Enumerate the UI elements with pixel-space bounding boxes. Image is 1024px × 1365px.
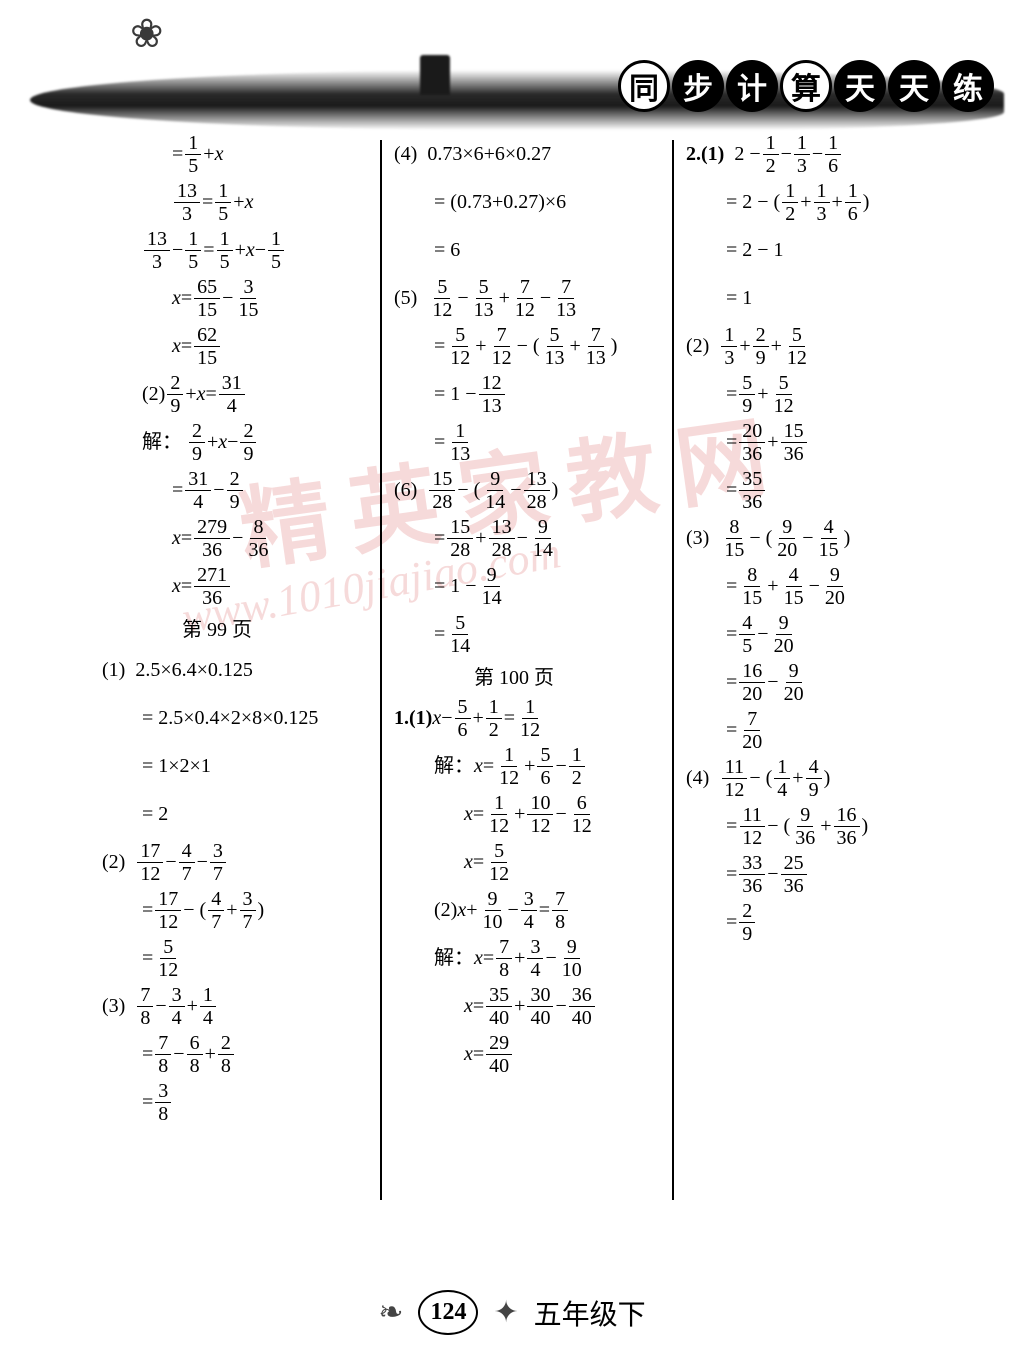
math-line: x = 512	[394, 838, 660, 886]
math-line: = 2 − 1	[686, 226, 952, 274]
math-line: x = 6215	[102, 322, 368, 370]
math-line: = 1 − 1213	[394, 370, 660, 418]
math-line: 1.(1)x − 56 + 12 = 112	[394, 694, 660, 742]
math-line: = 1112 − ( 936 + 1636 )	[686, 802, 952, 850]
math-line: = 512 + 712 − ( 513 + 713 )	[394, 322, 660, 370]
math-line: x = 3540 + 3040 − 3640	[394, 982, 660, 1030]
badge-1: 同	[618, 60, 670, 112]
math-content: = 15 + x 133 = 15 + x 133 − 15 = 15 + x …	[0, 130, 1024, 1230]
math-line: = 78 − 68 + 28	[102, 1030, 368, 1078]
math-line: = 3536	[686, 466, 952, 514]
math-line: = 15 + x	[102, 130, 368, 178]
math-line: = 2036 + 1536	[686, 418, 952, 466]
page-ref-99: 第 99 页	[102, 610, 368, 646]
math-line: (6) 1528 − ( 914 − 1328 )	[394, 466, 660, 514]
badge-6: 天	[888, 60, 940, 112]
title-badges: 同 步 计 算 天 天 练	[618, 60, 994, 112]
badge-7: 练	[942, 60, 994, 112]
math-line: (3) 815 − ( 920 − 415 )	[686, 514, 952, 562]
math-line: x = 6515 − 315	[102, 274, 368, 322]
math-line: (2) 1712 − 47 − 37	[102, 838, 368, 886]
math-line: (2)29 + x = 314	[102, 370, 368, 418]
math-line: = 314 − 29	[102, 466, 368, 514]
math-line: = 38	[102, 1078, 368, 1126]
math-line: 133 = 15 + x	[102, 178, 368, 226]
footer-deco-left: ❧	[378, 1295, 403, 1330]
math-line: = 2.5×0.4×2×8×0.125	[102, 694, 368, 742]
math-line: = 815 + 415 − 920	[686, 562, 952, 610]
math-line: = 1620 − 920	[686, 658, 952, 706]
math-line: = 1×2×1	[102, 742, 368, 790]
math-line: (4) 0.73×6+6×0.27	[394, 130, 660, 178]
math-line: 2.(1) 2 − 12 − 13 − 16	[686, 130, 952, 178]
math-line: 解：x = 78 + 34 − 910	[394, 934, 660, 982]
math-line: = 512	[102, 934, 368, 982]
math-line: (3) 78 − 34 + 14	[102, 982, 368, 1030]
math-line: = 1528 + 1328 − 914	[394, 514, 660, 562]
math-line: = 1	[686, 274, 952, 322]
footer-grade: 五年级下	[534, 1293, 646, 1333]
math-line: (2)x + 910 − 34 = 78	[394, 886, 660, 934]
page-number: 124	[418, 1290, 478, 1335]
math-line: = 1712 − ( 47 + 37 )	[102, 886, 368, 934]
math-line: = 113	[394, 418, 660, 466]
header-decoration: ❀ 同 步 计 算 天 天 练	[0, 0, 1024, 130]
math-line: (4) 1112 − ( 14 + 49 )	[686, 754, 952, 802]
math-line: = 1 − 914	[394, 562, 660, 610]
math-line: (1) 2.5×6.4×0.125	[102, 646, 368, 694]
math-line: = 3336 − 2536	[686, 850, 952, 898]
footer-deco-right: ✦	[493, 1295, 518, 1330]
math-line: 133 − 15 = 15 + x − 15	[102, 226, 368, 274]
math-line: = 720	[686, 706, 952, 754]
math-line: = 59 + 512	[686, 370, 952, 418]
math-line: 解： 29 + x − 29	[102, 418, 368, 466]
badge-2: 步	[672, 60, 724, 112]
math-line: = 514	[394, 610, 660, 658]
math-line: = (0.73+0.27)×6	[394, 178, 660, 226]
math-line: = 2	[102, 790, 368, 838]
badge-4: 算	[780, 60, 832, 112]
math-line: (5) 512 − 513 + 712 − 713	[394, 274, 660, 322]
footer: ❧ 124 ✦ 五年级下	[0, 1290, 1024, 1335]
math-line: = 45 − 920	[686, 610, 952, 658]
math-line: = 29	[686, 898, 952, 946]
math-line: x = 112 + 1012 − 612	[394, 790, 660, 838]
badge-5: 天	[834, 60, 886, 112]
flower-decoration: ❀	[130, 10, 190, 70]
math-line: = 2 − ( 12 + 13 + 16 )	[686, 178, 952, 226]
column-3: 2.(1) 2 − 12 − 13 − 16 = 2 − ( 12 + 13 +…	[674, 130, 964, 1230]
math-line: = 6	[394, 226, 660, 274]
math-line: x = 27136	[102, 562, 368, 610]
math-line: x = 2940	[394, 1030, 660, 1078]
math-line: (2) 13 + 29 + 512	[686, 322, 952, 370]
column-2: (4) 0.73×6+6×0.27 = (0.73+0.27)×6 = 6 (5…	[382, 130, 672, 1230]
math-line: x = 27936 − 836	[102, 514, 368, 562]
badge-3: 计	[726, 60, 778, 112]
column-1: = 15 + x 133 = 15 + x 133 − 15 = 15 + x …	[90, 130, 380, 1230]
math-line: 解：x = 112 + 56 − 12	[394, 742, 660, 790]
page-ref-100: 第 100 页	[394, 658, 660, 694]
